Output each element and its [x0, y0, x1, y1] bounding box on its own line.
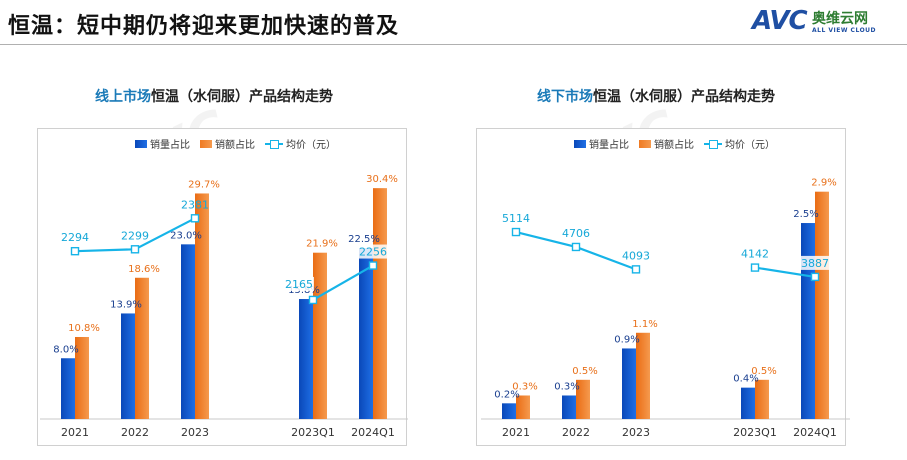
online-chart-panel [37, 128, 407, 446]
amount-swatch-icon [200, 139, 212, 148]
volume-swatch-icon [135, 139, 147, 148]
legend-volume-label: 销量占比 [150, 140, 190, 151]
legend-price-label: 均价（元） [725, 140, 775, 151]
offline-chart-panel [476, 128, 846, 446]
legend-amount: 销额占比 [639, 136, 694, 151]
avc-logo: AVC 奥维云网 ALL VIEW CLOUD [752, 6, 902, 40]
online-chart-title: 线上市场恒温（水伺服）产品结构走势 [95, 86, 333, 106]
legend-price: 均价（元） [265, 136, 336, 151]
amount-swatch-icon [639, 139, 651, 148]
legend-price-label: 均价（元） [286, 140, 336, 151]
offline-chart-title-highlight: 线下市场 [537, 89, 593, 105]
legend-amount: 销额占比 [200, 136, 255, 151]
legend-volume: 销量占比 [135, 136, 190, 151]
price-line-icon [265, 139, 283, 149]
legend-volume-label: 销量占比 [589, 140, 629, 151]
logo-chinese-name: 奥维云网 [812, 11, 868, 27]
offline-chart-title-rest: 恒温（水伺服）产品结构走势 [593, 89, 775, 105]
legend-amount-label: 销额占比 [654, 140, 694, 151]
legend-amount-label: 销额占比 [215, 140, 255, 151]
logo-mark: AVC [752, 6, 808, 36]
offline-chart-legend: 销量占比 销额占比 均价（元） [574, 136, 775, 151]
online-chart-legend: 销量占比 销额占比 均价（元） [135, 136, 336, 151]
legend-volume: 销量占比 [574, 136, 629, 151]
logo-english-name: ALL VIEW CLOUD [812, 27, 877, 34]
legend-price: 均价（元） [704, 136, 775, 151]
volume-swatch-icon [574, 139, 586, 148]
offline-chart-title: 线下市场恒温（水伺服）产品结构走势 [537, 86, 775, 106]
page-title: 恒温：短中期仍将迎来更加快速的普及 [8, 14, 400, 39]
price-line-icon [704, 139, 722, 149]
online-chart-title-rest: 恒温（水伺服）产品结构走势 [151, 89, 333, 105]
online-chart-title-highlight: 线上市场 [95, 89, 151, 105]
header-divider [0, 44, 907, 45]
